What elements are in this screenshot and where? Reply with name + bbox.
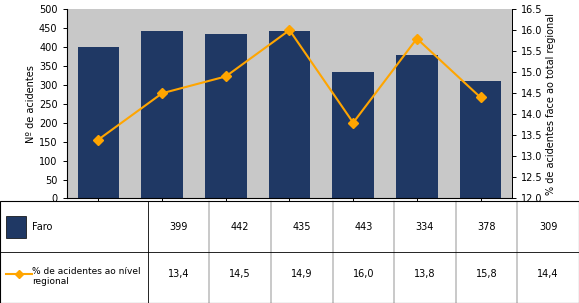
Bar (6, 216, 26, 238)
Text: Faro: Faro (32, 222, 52, 232)
Text: 14,9: 14,9 (291, 268, 313, 278)
Text: 399: 399 (169, 222, 188, 232)
Y-axis label: Nº de acidentes: Nº de acidentes (26, 65, 36, 143)
Text: 442: 442 (231, 222, 250, 232)
Text: % de acidentes ao nível
regional: % de acidentes ao nível regional (32, 267, 141, 286)
Bar (78, 47, 119, 198)
Text: 309: 309 (539, 222, 558, 232)
Text: 15,8: 15,8 (476, 268, 497, 278)
Text: 378: 378 (477, 222, 496, 232)
Bar (205, 34, 247, 198)
Bar (332, 72, 374, 198)
Text: 13,8: 13,8 (414, 268, 435, 278)
Text: 14,4: 14,4 (537, 268, 559, 278)
Bar (269, 31, 310, 198)
Text: 14,5: 14,5 (229, 268, 251, 278)
Bar (141, 31, 183, 198)
Text: 334: 334 (416, 222, 434, 232)
Text: 435: 435 (292, 222, 311, 232)
Bar (460, 82, 501, 198)
Text: 13,4: 13,4 (168, 268, 189, 278)
Bar (396, 55, 438, 198)
Y-axis label: % de acidentes face ao total regional: % de acidentes face ao total regional (546, 13, 556, 195)
Text: 443: 443 (354, 222, 372, 232)
Text: 16,0: 16,0 (353, 268, 374, 278)
